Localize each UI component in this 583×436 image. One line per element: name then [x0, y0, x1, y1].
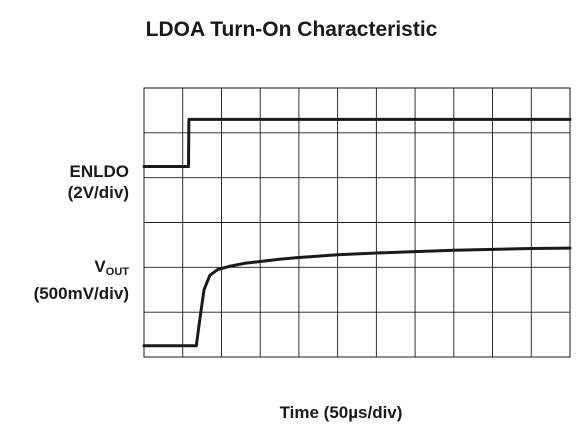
chart-title: LDOA Turn-On Characteristic	[145, 18, 438, 41]
vout-name-subscript: OUT	[105, 266, 129, 278]
vout-scale-label: (500mV/div)	[33, 284, 129, 303]
vout-name-main: V	[94, 257, 106, 276]
enldo-channel-label: ENLDO (2V/div)	[68, 161, 129, 203]
vout-channel-label: VOUT (500mV/div)	[34, 256, 129, 304]
grid	[143, 87, 571, 358]
vout-series-name: VOUT	[34, 256, 129, 283]
enldo-trace	[142, 117, 572, 168]
enldo-scale-label: (2V/div)	[67, 183, 129, 202]
plot-border	[143, 87, 571, 358]
traces	[142, 117, 572, 348]
enldo-series-name: ENLDO	[69, 162, 130, 181]
x-axis-label: Time (50µs/div)	[279, 403, 403, 422]
vout-trace	[142, 246, 572, 348]
